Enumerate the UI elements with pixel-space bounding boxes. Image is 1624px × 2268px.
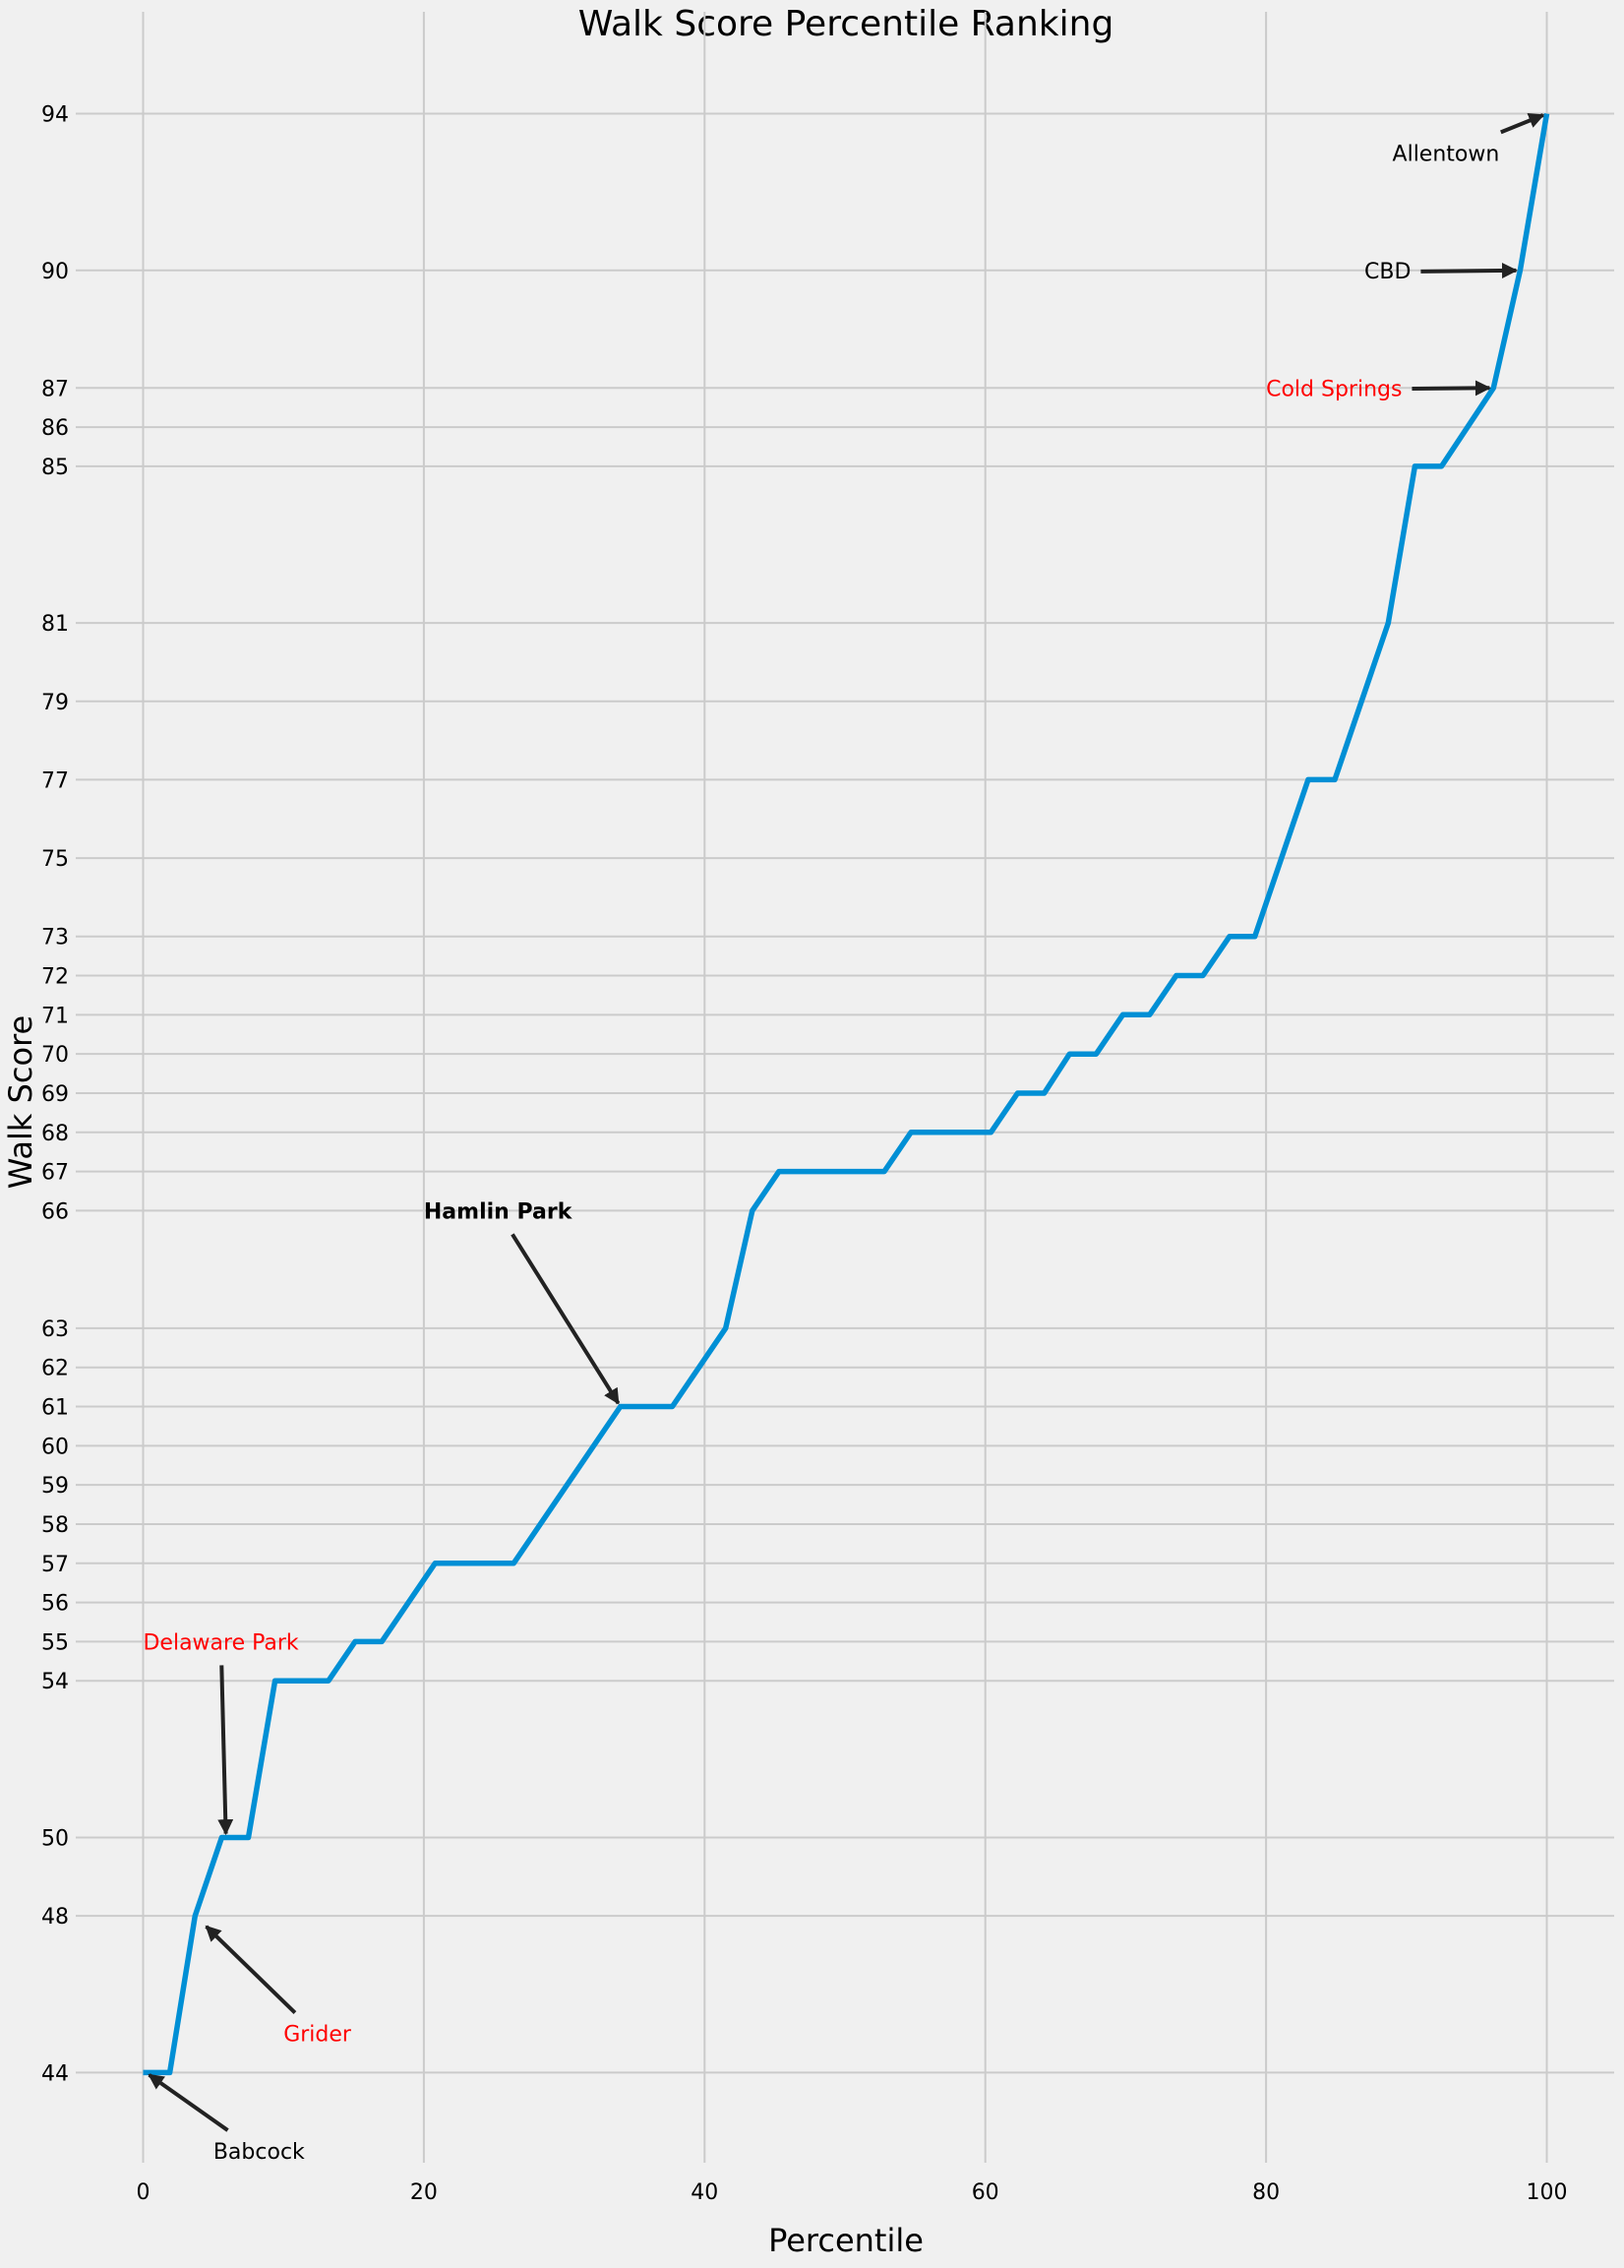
x-tick-label: 40 (691, 2180, 718, 2205)
y-tick-label: 77 (41, 768, 69, 793)
y-tick-label: 60 (41, 1435, 69, 1459)
y-tick-label: 79 (41, 691, 69, 715)
y-axis-label: Walk Score (2, 1015, 39, 1189)
y-tick-label: 90 (41, 260, 69, 284)
annotation-label: Babcock (213, 2140, 305, 2165)
annotation-arrow (511, 1233, 621, 1405)
grid-lines (76, 12, 1614, 2163)
y-tick-label: 62 (41, 1357, 69, 1381)
annotation-arrow (148, 2073, 229, 2132)
annotation-arrow (217, 1665, 234, 1836)
y-tick-label: 58 (41, 1513, 69, 1538)
y-tick-label: 71 (41, 1004, 69, 1028)
annotation-label: Hamlin Park (424, 1199, 573, 1224)
annotations: Allentown CBD Cold Springs Hamlin Park Delaw… (143, 112, 1545, 2165)
y-tick-label: 55 (41, 1630, 69, 1655)
x-tick-label: 60 (972, 2180, 999, 2205)
y-tick-label: 50 (41, 1827, 69, 1852)
y-tick-label: 67 (41, 1161, 69, 1186)
y-tick-label: 69 (41, 1082, 69, 1107)
x-tick-label: 20 (410, 2180, 438, 2205)
y-tick-label: 72 (41, 965, 69, 990)
tick-labels: 0 20 40 60 80 100 44 48 50 54 55 56 57 58 59 60 61 62 63 66… (41, 103, 1568, 2205)
annotation-label: CBD (1364, 260, 1411, 284)
series-line (143, 113, 1550, 2076)
y-tick-label: 70 (41, 1043, 69, 1068)
y-tick-label: 94 (41, 103, 69, 128)
y-tick-label: 59 (41, 1474, 69, 1499)
y-tick-label: 73 (41, 926, 69, 950)
y-tick-label: 81 (41, 612, 69, 637)
annotation-label: Grider (283, 2023, 352, 2048)
y-tick-label: 54 (41, 1670, 69, 1694)
annotation-arrow (1412, 380, 1491, 397)
x-axis-label: Percentile (768, 2222, 924, 2259)
data-series (143, 113, 1550, 2076)
y-tick-label: 68 (41, 1122, 69, 1146)
y-tick-label: 63 (41, 1318, 69, 1342)
annotation-arrow (1500, 112, 1545, 135)
y-tick-label: 75 (41, 847, 69, 872)
y-tick-label: 57 (41, 1553, 69, 1577)
y-tick-label: 61 (41, 1396, 69, 1421)
y-tick-label: 44 (41, 2061, 69, 2086)
y-tick-label: 66 (41, 1199, 69, 1224)
y-tick-label: 86 (41, 416, 69, 441)
y-tick-label: 85 (41, 456, 69, 480)
x-tick-label: 80 (1252, 2180, 1280, 2205)
x-tick-label: 0 (136, 2180, 150, 2205)
annotation-label: Delaware Park (143, 1630, 298, 1655)
chart-title: Walk Score Percentile Ranking (578, 4, 1114, 44)
annotation-arrow (1420, 263, 1518, 279)
annotation-arrow (205, 1925, 297, 2015)
annotation-label: Allentown (1393, 142, 1500, 166)
annotation-label: Cold Springs (1266, 377, 1402, 401)
y-tick-label: 56 (41, 1592, 69, 1617)
y-tick-label: 48 (41, 1905, 69, 1930)
y-tick-label: 87 (41, 377, 69, 401)
x-tick-label: 100 (1527, 2180, 1568, 2205)
